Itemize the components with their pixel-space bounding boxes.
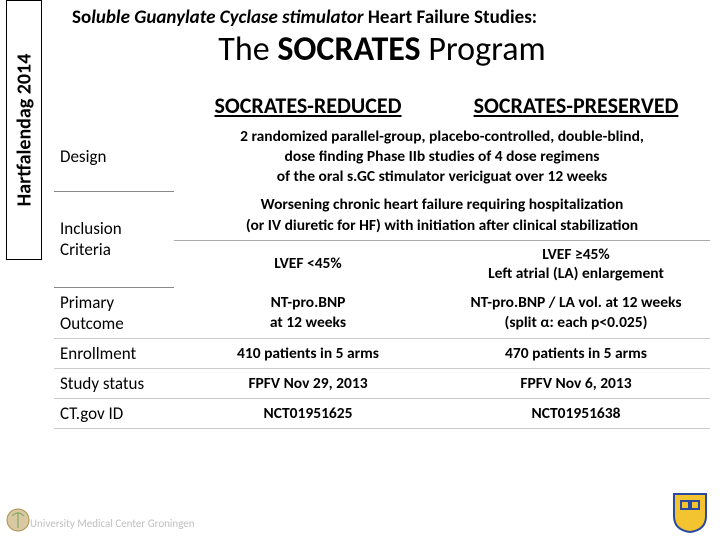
col-header-reduced: SOCRATES-REDUCED — [174, 88, 442, 123]
enroll-reduced: 410 patients in 5 arms — [174, 338, 442, 368]
content-area: Soluble Guanylate Cyclase stimulator Hea… — [54, 6, 710, 429]
rug-crest-icon — [670, 490, 710, 534]
footer-text: University Medical Center Groningen — [30, 517, 195, 530]
enroll-preserved: 470 patients in 5 arms — [442, 338, 710, 368]
inclusion-reduced: LVEF <45% — [174, 240, 442, 287]
row-label-ctid: CT.gov ID — [54, 398, 174, 428]
primary-preserved: NT-pro.BNP / LA vol. at 12 weeks(split α… — [442, 287, 710, 338]
ctid-reduced: NCT01951625 — [174, 398, 442, 428]
col-header-preserved: SOCRATES-PRESERVED — [442, 88, 710, 123]
umcg-logo-icon — [4, 506, 32, 534]
comparison-table: SOCRATES-REDUCED SOCRATES-PRESERVED Desi… — [54, 88, 710, 429]
row-label-enroll: Enrollment — [54, 338, 174, 368]
main-title: The SOCRATES Program — [54, 29, 710, 70]
row-label-status: Study status — [54, 368, 174, 398]
row-label-inclusion: InclusionCriteria — [54, 191, 174, 287]
row-label-design: Design — [54, 123, 174, 191]
status-preserved: FPFV Nov 6, 2013 — [442, 368, 710, 398]
ctid-preserved: NCT01951638 — [442, 398, 710, 428]
side-tab-label: Hartfalendag 2014 — [12, 54, 36, 207]
row-label-primary: PrimaryOutcome — [54, 287, 174, 338]
inclusion-preserved: LVEF ≥45%Left atrial (LA) enlargement — [442, 240, 710, 287]
status-reduced: FPFV Nov 29, 2013 — [174, 368, 442, 398]
design-text: 2 randomized parallel-group, placebo-con… — [174, 123, 710, 191]
subtitle: Soluble Guanylate Cyclase stimulator Hea… — [54, 6, 710, 29]
inclusion-shared: Worsening chronic heart failure requirin… — [174, 191, 710, 240]
primary-reduced: NT-pro.BNPat 12 weeks — [174, 287, 442, 338]
side-tab: Hartfalendag 2014 — [6, 0, 42, 260]
